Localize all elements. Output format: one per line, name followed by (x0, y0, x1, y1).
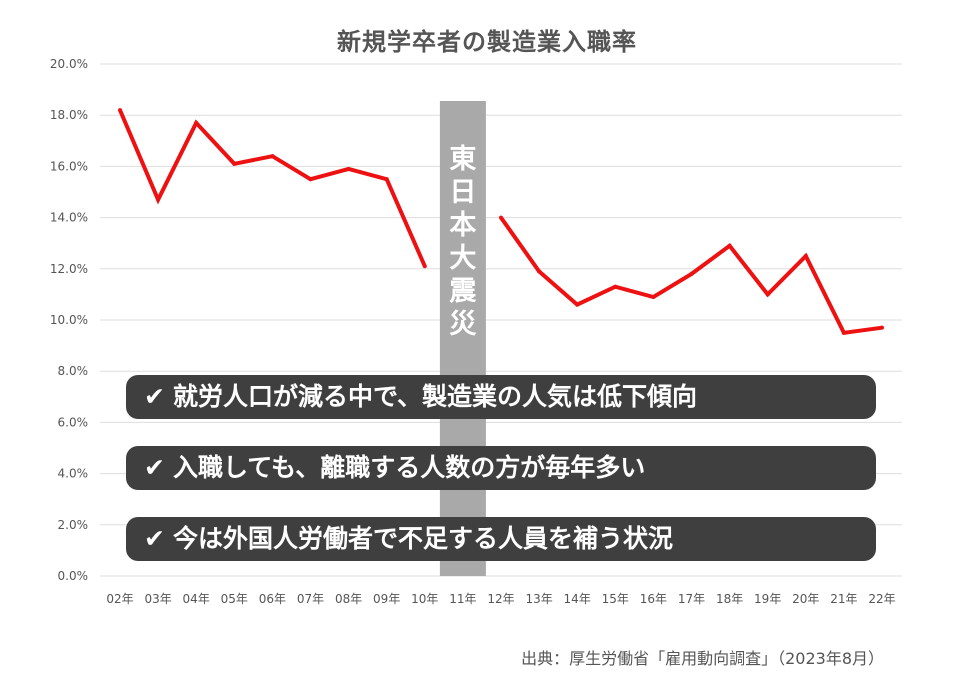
annotation-label-char: 大 (449, 243, 476, 274)
x-tick-label: 06年 (259, 592, 286, 606)
x-tick-label: 15年 (602, 592, 629, 606)
data-point (232, 161, 237, 166)
source-note: 出典：厚生労働省「雇用動向調査」（2023年8月） (521, 649, 884, 668)
x-tick-label: 12年 (487, 592, 514, 606)
check-icon: ✔ (144, 382, 165, 411)
x-tick-label: 17年 (678, 592, 705, 606)
x-tick-label: 21年 (830, 592, 857, 606)
data-point (613, 284, 618, 289)
x-tick-label: 14年 (564, 592, 591, 606)
x-tick-label: 07年 (297, 592, 324, 606)
callout-3: ✔ 今は外国人労働者で不足する人員を補う状況 (126, 517, 876, 561)
annotation-label-char: 震 (449, 276, 477, 307)
callout-text: 今は外国人労働者で不足する人員を補う状況 (172, 524, 673, 553)
y-tick-label: 2.0% (58, 518, 89, 532)
data-point (346, 166, 351, 171)
y-tick-label: 18.0% (50, 108, 88, 122)
y-tick-label: 8.0% (58, 364, 89, 378)
x-tick-label: 02年 (106, 592, 133, 606)
data-point (156, 197, 161, 202)
y-tick-label: 6.0% (58, 415, 89, 429)
chart-title: 新規学卒者の製造業入職率 (337, 28, 637, 56)
annotation-band (439, 101, 486, 576)
data-point (841, 330, 846, 335)
data-point (422, 264, 427, 269)
series-line (118, 109, 427, 268)
data-point (308, 177, 313, 182)
data-point (727, 243, 732, 248)
data-point (194, 120, 199, 125)
annotation-label-char: 東 (449, 144, 476, 175)
x-tick-label: 04年 (183, 592, 210, 606)
x-tick-label: 09年 (373, 592, 400, 606)
annotation-label-char: 本 (449, 210, 476, 241)
x-tick-label: 11年 (449, 592, 476, 606)
callout-2: ✔ 入職しても、離職する人数の方が毎年多い (126, 446, 876, 490)
y-tick-label: 4.0% (58, 467, 89, 481)
x-tick-label: 20年 (792, 592, 819, 606)
data-point (118, 108, 122, 113)
data-point (765, 292, 770, 297)
callout-text: 就労人口が減る中で、製造業の人気は低下傾向 (172, 382, 697, 411)
x-tick-label: 22年 (868, 592, 895, 606)
x-tick-label: 10年 (411, 592, 438, 606)
x-tick-label: 03年 (144, 592, 171, 606)
data-point (575, 302, 580, 307)
x-tick-label: 18年 (716, 592, 743, 606)
x-tick-label: 13年 (525, 592, 552, 606)
check-icon: ✔ (144, 524, 165, 553)
data-point (384, 177, 389, 182)
x-tick-label: 05年 (221, 592, 248, 606)
y-tick-label: 10.0% (50, 313, 88, 327)
annotation-label-char: 日 (449, 177, 476, 208)
data-point (651, 294, 656, 299)
data-point (803, 254, 808, 258)
callout-1: ✔ 就労人口が減る中で、製造業の人気は低下傾向 (126, 375, 876, 419)
data-point (537, 269, 542, 274)
y-tick-label: 16.0% (50, 159, 88, 173)
y-tick-label: 20.0% (50, 57, 88, 71)
check-icon: ✔ (144, 453, 165, 482)
x-tick-label: 19年 (754, 592, 781, 606)
y-tick-label: 14.0% (50, 211, 88, 225)
x-tick-label: 16年 (640, 592, 667, 606)
annotation-label-char: 災 (449, 309, 477, 340)
data-point (689, 271, 694, 276)
data-point (499, 215, 503, 220)
data-point (880, 325, 884, 330)
y-tick-label: 0.0% (58, 569, 89, 583)
y-tick-label: 12.0% (50, 262, 88, 276)
callout-text: 入職しても、離職する人数の方が毎年多い (172, 453, 646, 482)
x-tick-label: 08年 (335, 592, 362, 606)
data-point (270, 154, 275, 159)
